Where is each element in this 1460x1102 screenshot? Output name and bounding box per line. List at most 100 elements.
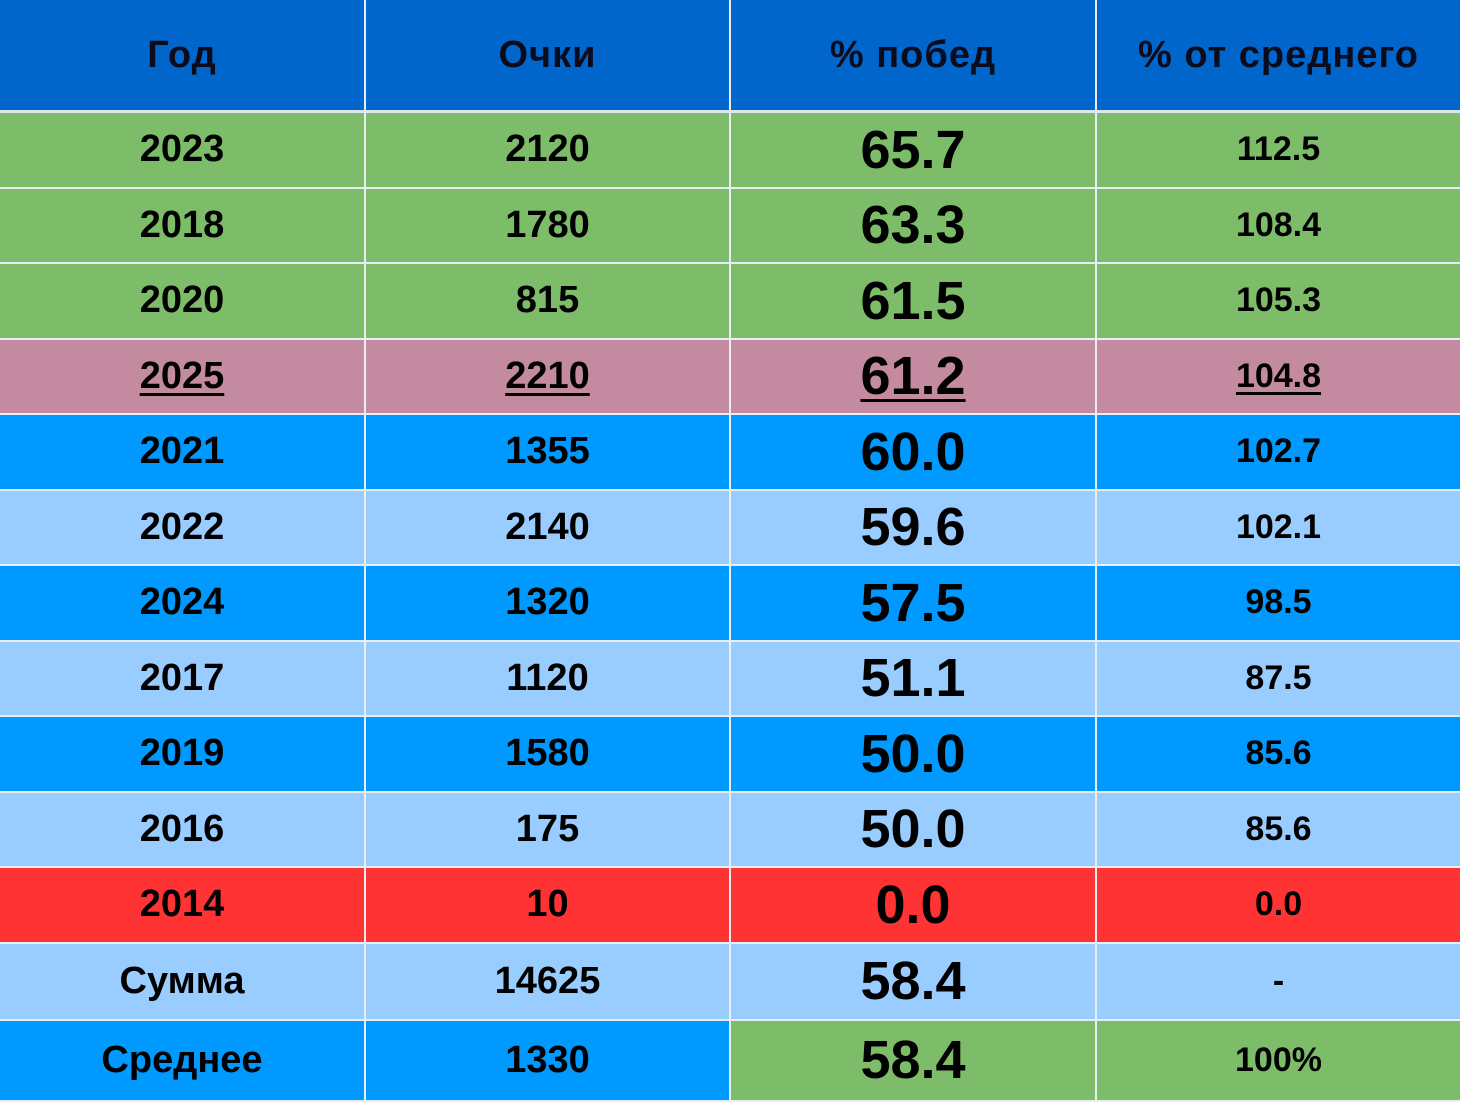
cell-value: 2024 xyxy=(139,581,225,624)
cell-points: 1580 xyxy=(366,717,731,793)
cell-year: 2019 xyxy=(0,717,366,793)
cell-value: 65.7 xyxy=(860,119,966,180)
cell-win-percent: 60.0 xyxy=(731,415,1097,491)
cell-win-percent: 58.4 xyxy=(731,943,1097,1021)
cell-value: 102.7 xyxy=(1235,432,1322,471)
header-percent-of-average: % от среднего xyxy=(1097,0,1460,113)
cell-percent-of-average: 98.5 xyxy=(1097,566,1460,642)
cell-value: 14625 xyxy=(494,959,601,1002)
cell-percent-of-average: 85.6 xyxy=(1097,717,1460,793)
cell-points: 1780 xyxy=(366,188,731,264)
cell-points: 2210 xyxy=(366,339,731,415)
cell-value: 51.1 xyxy=(860,648,966,709)
cell-year: 2016 xyxy=(0,792,366,868)
cell-value: 98.5 xyxy=(1245,583,1312,622)
cell-value: Сумма xyxy=(119,959,245,1002)
cell-win-percent: 59.6 xyxy=(731,490,1097,566)
cell-percent-of-average: 0.0 xyxy=(1097,868,1460,944)
cell-value: 2020 xyxy=(139,279,225,322)
cell-value: 2017 xyxy=(139,656,225,699)
cell-value: 2021 xyxy=(139,430,225,473)
header-win-percent: % побед xyxy=(731,0,1097,113)
cell-value: 2019 xyxy=(139,732,225,775)
cell-points: 1330 xyxy=(366,1020,731,1102)
cell-value: 0.0 xyxy=(1254,885,1303,924)
cell-value: 2140 xyxy=(505,505,590,548)
cell-year: 2022 xyxy=(0,490,366,566)
cell-points: 1120 xyxy=(366,641,731,717)
cell-points: 14625 xyxy=(366,943,731,1021)
cell-value: 60.0 xyxy=(860,421,966,482)
cell-value: 85.6 xyxy=(1245,809,1312,848)
cell-value: 2210 xyxy=(505,354,590,397)
cell-value: 175 xyxy=(515,807,580,850)
cell-value: 105.3 xyxy=(1235,281,1322,320)
cell-year: Сумма xyxy=(0,943,366,1021)
cell-percent-of-average: 112.5 xyxy=(1097,113,1460,189)
cell-year: 2023 xyxy=(0,113,366,189)
cell-win-percent: 0.0 xyxy=(731,868,1097,944)
cell-percent-of-average: 105.3 xyxy=(1097,264,1460,340)
cell-value: 87.5 xyxy=(1245,658,1312,697)
cell-percent-of-average: 104.8 xyxy=(1097,339,1460,415)
cell-value: 108.4 xyxy=(1235,205,1322,244)
cell-win-percent: 50.0 xyxy=(731,717,1097,793)
cell-points: 175 xyxy=(366,792,731,868)
cell-value: 61.5 xyxy=(860,270,966,331)
cell-percent-of-average: - xyxy=(1097,943,1460,1021)
cell-points: 1320 xyxy=(366,566,731,642)
cell-win-percent: 58.4 xyxy=(731,1020,1097,1102)
cell-value: 104.8 xyxy=(1235,356,1322,395)
cell-value: 2014 xyxy=(139,883,225,926)
cell-win-percent: 61.5 xyxy=(731,264,1097,340)
cell-value: 1330 xyxy=(505,1038,590,1081)
cell-value: 50.0 xyxy=(860,723,966,784)
cell-percent-of-average: 102.7 xyxy=(1097,415,1460,491)
cell-year: 2025 xyxy=(0,339,366,415)
cell-value: 57.5 xyxy=(860,572,966,633)
cell-value: 2120 xyxy=(505,128,590,171)
cell-value: 0.0 xyxy=(875,874,951,935)
cell-value: 2025 xyxy=(139,354,225,397)
cell-value: Среднее xyxy=(101,1038,263,1081)
cell-year: 2020 xyxy=(0,264,366,340)
cell-value: 1780 xyxy=(505,203,590,246)
cell-value: 2023 xyxy=(139,128,225,171)
cell-value: 2016 xyxy=(139,807,225,850)
cell-value: 1580 xyxy=(505,732,590,775)
cell-percent-of-average: 108.4 xyxy=(1097,188,1460,264)
cell-win-percent: 50.0 xyxy=(731,792,1097,868)
cell-value: 50.0 xyxy=(860,799,966,860)
cell-year: 2017 xyxy=(0,641,366,717)
cell-win-percent: 51.1 xyxy=(731,641,1097,717)
cell-win-percent: 63.3 xyxy=(731,188,1097,264)
cell-value: 1320 xyxy=(505,581,590,624)
cell-value: - xyxy=(1272,961,1285,1000)
cell-value: 1355 xyxy=(505,430,590,473)
cell-win-percent: 61.2 xyxy=(731,339,1097,415)
cell-points: 2140 xyxy=(366,490,731,566)
cell-value: 815 xyxy=(515,279,580,322)
cell-value: 112.5 xyxy=(1236,130,1321,169)
cell-points: 1355 xyxy=(366,415,731,491)
cell-win-percent: 57.5 xyxy=(731,566,1097,642)
cell-value: 85.6 xyxy=(1245,734,1312,773)
cell-percent-of-average: 102.1 xyxy=(1097,490,1460,566)
cell-points: 10 xyxy=(366,868,731,944)
cell-year: 2024 xyxy=(0,566,366,642)
cell-value: 1120 xyxy=(506,656,589,699)
cell-percent-of-average: 87.5 xyxy=(1097,641,1460,717)
cell-year: 2021 xyxy=(0,415,366,491)
cell-value: 58.4 xyxy=(860,951,966,1011)
header-year: Год xyxy=(0,0,366,113)
cell-value: 58.4 xyxy=(860,1030,966,1090)
cell-value: 61.2 xyxy=(860,346,966,407)
cell-year: 2014 xyxy=(0,868,366,944)
cell-year: 2018 xyxy=(0,188,366,264)
cell-value: 100% xyxy=(1235,1040,1322,1079)
cell-value: 2018 xyxy=(139,203,225,246)
cell-value: 10 xyxy=(526,883,569,926)
cell-points: 2120 xyxy=(366,113,731,189)
cell-win-percent: 65.7 xyxy=(731,113,1097,189)
